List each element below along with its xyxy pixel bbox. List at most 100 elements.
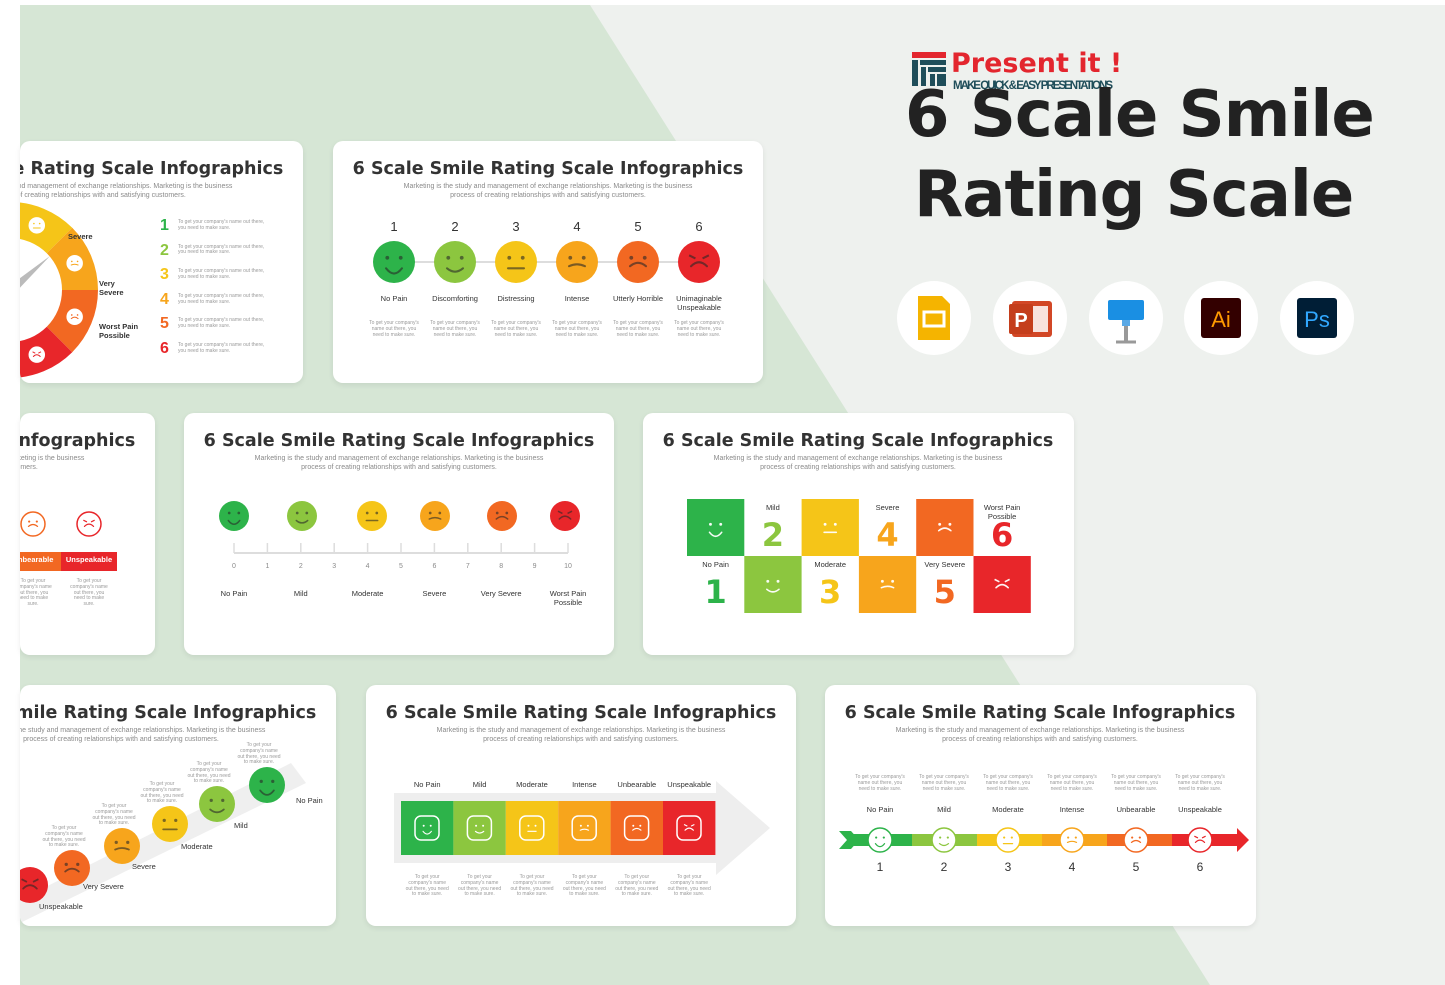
face-eye: [21, 878, 39, 883]
brand-name: Present it !: [951, 48, 1122, 79]
face-mouth: [70, 263, 79, 266]
grid-cell: [858, 556, 917, 613]
face-frame: [519, 815, 545, 841]
face-eye: [221, 798, 225, 803]
stairs-label: No Pain: [296, 796, 323, 805]
list-number: 1: [160, 217, 169, 234]
stairs-note: To get your company's name out there, yo…: [140, 781, 184, 805]
arrow-note: To get your company's name out there, yo…: [855, 774, 905, 792]
slide-card: 6 Scale Smile Rating Scale Infographics M…: [333, 141, 763, 383]
slide-subtitle: process of creating relationships with a…: [483, 736, 679, 743]
stairs-label: Severe: [132, 862, 156, 871]
face-eye: [428, 511, 432, 515]
face-mouth: [114, 847, 130, 851]
slide-title: 6 Scale Smile Rating Scale Infographics: [352, 159, 744, 179]
slide-subtitle: process of creating relationships with a…: [20, 192, 186, 199]
list-number: 2: [160, 241, 169, 259]
stairs-label: Very Severe: [83, 882, 124, 891]
face: [64, 253, 85, 273]
slide-content: 6 Scale Smile Rating Scale Infographics M…: [184, 413, 614, 655]
face-mouth: [445, 267, 465, 273]
slide-card: 6 Scale Smile Rating Scale Infographics M…: [184, 413, 614, 655]
ruler-number: 8: [499, 563, 504, 570]
grid-number: 3: [819, 573, 842, 611]
ruler-label: Severe: [422, 589, 447, 598]
stairs-note: To get your company's name out there, yo…: [42, 825, 86, 849]
face-eye: [126, 840, 130, 845]
slide-content: 6 Scale Smile Rating Scale Infographics M…: [20, 141, 303, 383]
face-mouth: [766, 588, 780, 593]
face: [495, 241, 537, 283]
ruler-label: Worst Pain Possible: [549, 589, 587, 607]
face-eye: [557, 510, 573, 515]
ruler-number: 6: [432, 563, 437, 570]
ruler-number: 0: [232, 563, 236, 570]
face-eye: [365, 511, 369, 515]
face-eye: [295, 511, 299, 515]
slide-title: 6 Scale Smile Rating Scale Infographics: [385, 703, 777, 723]
slide-content: 6 Scale Smile Rating Scale Infographics M…: [20, 413, 155, 655]
face-eye: [35, 520, 38, 523]
grid-label: Very Severe: [924, 560, 966, 569]
grid-cell: [687, 499, 745, 556]
stairs-label: Moderate: [181, 842, 213, 851]
stairs-label: Mild: [234, 821, 248, 830]
arrow-number: 4: [1068, 860, 1076, 874]
arrow-note: To get your company's name out there, yo…: [1175, 774, 1225, 792]
face: [27, 215, 47, 236]
face-mouth: [1194, 839, 1206, 843]
face-eye: [880, 579, 884, 583]
face-eye: [581, 255, 586, 260]
slide-content: 6 Scale Smile Rating Scale Infographics M…: [643, 413, 1073, 655]
brand-tagline: MAKE QUICK & EASY PRESENTATIONS: [953, 80, 1113, 92]
arrow-tail: [839, 831, 859, 849]
slide-subtitle: Marketing is the study and management of…: [20, 183, 233, 190]
face: [931, 827, 957, 853]
grid-cell: [801, 499, 859, 556]
face-eye: [1010, 836, 1013, 839]
gauge-needle: [20, 256, 50, 288]
slide-graphics: [373, 241, 720, 283]
box-label: Unbearable: [20, 555, 54, 564]
bar-cell: [453, 801, 506, 855]
scale-label: Utterly Horrible: [612, 294, 663, 303]
slide-title: 6 Scale Smile Rating Scale Infographics: [662, 431, 1054, 451]
arrow-note: To get your company's name out there, yo…: [1111, 774, 1161, 792]
grid-label: Moderate: [814, 560, 847, 569]
bar-label: Unbearable: [617, 780, 657, 789]
bar-cell: [505, 801, 559, 855]
bar-label: Moderate: [516, 780, 548, 789]
face-eye: [709, 522, 712, 526]
headline-line: 6 Scale Smile: [905, 78, 1375, 152]
arrow-label: Mild: [937, 805, 951, 814]
face-eye: [683, 823, 695, 827]
list-note: To get your company's name out there, yo…: [178, 342, 265, 354]
face-eye: [28, 520, 31, 523]
face: [199, 786, 235, 822]
scale-note: To get your company's name out there, yo…: [430, 320, 480, 338]
bar-note: To get your company's name out there, yo…: [458, 874, 502, 898]
slide-title: 6 Scale Smile Rating Scale Infographics: [20, 703, 317, 723]
ruler-number: 4: [365, 563, 370, 570]
face-mouth: [579, 828, 590, 831]
ruler-number: 7: [465, 563, 470, 570]
face-mouth: [22, 884, 38, 890]
ruler-number: 10: [564, 563, 572, 570]
arrow-note: To get your company's name out there, yo…: [1047, 774, 1097, 792]
slide-graphics: [20, 511, 117, 571]
face-mouth: [995, 583, 1009, 589]
face-mouth: [259, 789, 275, 796]
grid-number: 4: [876, 516, 899, 554]
scale-label: Unimaginable Unspeakable: [676, 294, 722, 312]
logo-icon: [912, 52, 946, 86]
face-frame: [414, 815, 440, 841]
face: [249, 767, 285, 803]
face-eye: [632, 824, 635, 827]
gauge-label: Worst Pain Possible: [99, 322, 139, 340]
app-icons: P Ai Ps: [897, 281, 1354, 355]
face-eye: [939, 836, 942, 839]
arrow-note: To get your company's name out there, yo…: [919, 774, 969, 792]
slide-card: 6 Scale Smile Rating Scale Infographics M…: [643, 413, 1074, 655]
face-eye: [33, 222, 35, 225]
label-box: [61, 552, 117, 571]
